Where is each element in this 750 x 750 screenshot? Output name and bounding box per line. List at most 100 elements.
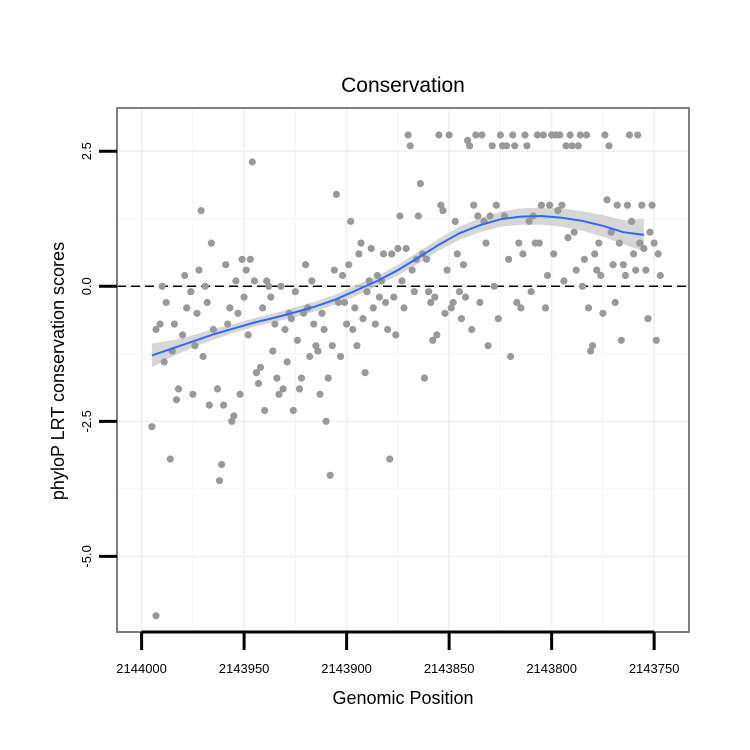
data-point bbox=[423, 255, 431, 263]
data-point bbox=[580, 255, 589, 263]
data-point bbox=[357, 239, 365, 247]
data-point bbox=[295, 385, 304, 393]
x-tick-label: 2143750 bbox=[629, 661, 680, 676]
data-point bbox=[486, 212, 494, 220]
y-tick-label: -2.5 bbox=[79, 410, 94, 432]
data-point bbox=[468, 325, 476, 334]
data-point bbox=[353, 342, 361, 350]
data-point bbox=[466, 142, 474, 150]
y-axis-title: phyloP LRT conservation scores bbox=[48, 242, 68, 500]
data-point bbox=[576, 131, 584, 139]
data-point bbox=[297, 374, 306, 382]
data-point bbox=[330, 266, 338, 274]
data-point bbox=[375, 293, 383, 301]
data-point bbox=[652, 336, 660, 344]
data-point bbox=[619, 261, 628, 269]
data-point bbox=[439, 207, 447, 215]
data-point bbox=[379, 250, 388, 258]
y-tick-label: 0.0 bbox=[79, 277, 94, 295]
data-point bbox=[242, 266, 250, 274]
data-point bbox=[646, 228, 654, 236]
data-point bbox=[275, 390, 283, 398]
data-point bbox=[187, 288, 195, 296]
data-point bbox=[215, 477, 224, 485]
plot-area bbox=[117, 108, 689, 632]
data-point bbox=[156, 320, 164, 328]
data-point bbox=[191, 342, 199, 350]
data-point bbox=[550, 250, 558, 258]
data-point bbox=[554, 207, 562, 215]
data-point bbox=[533, 131, 541, 139]
data-point bbox=[492, 201, 500, 209]
data-point bbox=[433, 331, 441, 339]
data-point bbox=[209, 325, 217, 334]
data-point bbox=[267, 293, 275, 301]
data-point bbox=[283, 358, 291, 366]
data-point bbox=[445, 131, 453, 139]
data-point bbox=[246, 255, 254, 263]
data-point bbox=[611, 298, 619, 307]
data-point bbox=[300, 309, 308, 317]
data-point bbox=[291, 288, 299, 296]
data-point bbox=[607, 228, 615, 236]
data-point bbox=[654, 250, 662, 258]
data-point bbox=[277, 282, 285, 290]
data-point bbox=[511, 142, 519, 150]
data-point bbox=[541, 304, 550, 312]
data-point bbox=[474, 212, 482, 220]
data-point bbox=[472, 131, 480, 139]
data-point bbox=[162, 298, 170, 307]
data-point bbox=[148, 423, 156, 431]
data-point bbox=[584, 304, 593, 312]
data-point bbox=[527, 288, 535, 296]
data-point bbox=[230, 412, 238, 420]
data-point bbox=[336, 352, 345, 361]
data-point bbox=[502, 142, 511, 150]
data-point bbox=[625, 131, 634, 139]
data-point bbox=[302, 261, 310, 269]
data-point bbox=[521, 131, 529, 139]
x-tick-label: 2143900 bbox=[321, 661, 372, 676]
data-point bbox=[240, 293, 248, 301]
data-point bbox=[505, 255, 513, 263]
data-point bbox=[244, 331, 252, 339]
data-point bbox=[222, 261, 230, 269]
data-point bbox=[496, 131, 504, 139]
data-point bbox=[427, 298, 435, 307]
x-axis: 2144000 2143950 2143900 2143850 2143800 21437… bbox=[116, 630, 680, 676]
data-point bbox=[316, 390, 324, 398]
data-point bbox=[205, 401, 213, 409]
data-point bbox=[201, 282, 209, 290]
data-point bbox=[166, 455, 174, 463]
data-point bbox=[543, 271, 552, 280]
y-tick-label: 2.5 bbox=[79, 142, 94, 160]
data-point bbox=[259, 304, 267, 312]
data-point bbox=[597, 271, 605, 280]
data-point bbox=[578, 282, 587, 290]
data-point bbox=[443, 266, 451, 274]
data-point bbox=[220, 401, 228, 409]
y-axis: -5.0 -2.5 0.0 2.5 bbox=[79, 142, 117, 568]
data-point bbox=[539, 131, 548, 139]
data-point bbox=[369, 304, 377, 312]
data-point bbox=[197, 207, 205, 215]
data-point bbox=[519, 250, 527, 258]
data-point bbox=[386, 455, 394, 463]
data-point bbox=[410, 288, 418, 296]
data-point bbox=[248, 158, 256, 166]
x-axis-title: Genomic Position bbox=[332, 688, 473, 708]
data-point bbox=[228, 417, 236, 425]
data-point bbox=[334, 298, 342, 307]
data-point bbox=[179, 331, 187, 339]
data-point bbox=[494, 315, 502, 323]
data-point bbox=[414, 212, 422, 220]
data-point bbox=[546, 201, 554, 209]
data-point bbox=[207, 239, 215, 247]
data-point bbox=[515, 239, 523, 247]
data-point bbox=[396, 212, 404, 220]
data-point bbox=[363, 288, 371, 296]
data-point bbox=[382, 298, 390, 307]
data-point bbox=[572, 266, 580, 274]
data-point bbox=[341, 298, 349, 307]
